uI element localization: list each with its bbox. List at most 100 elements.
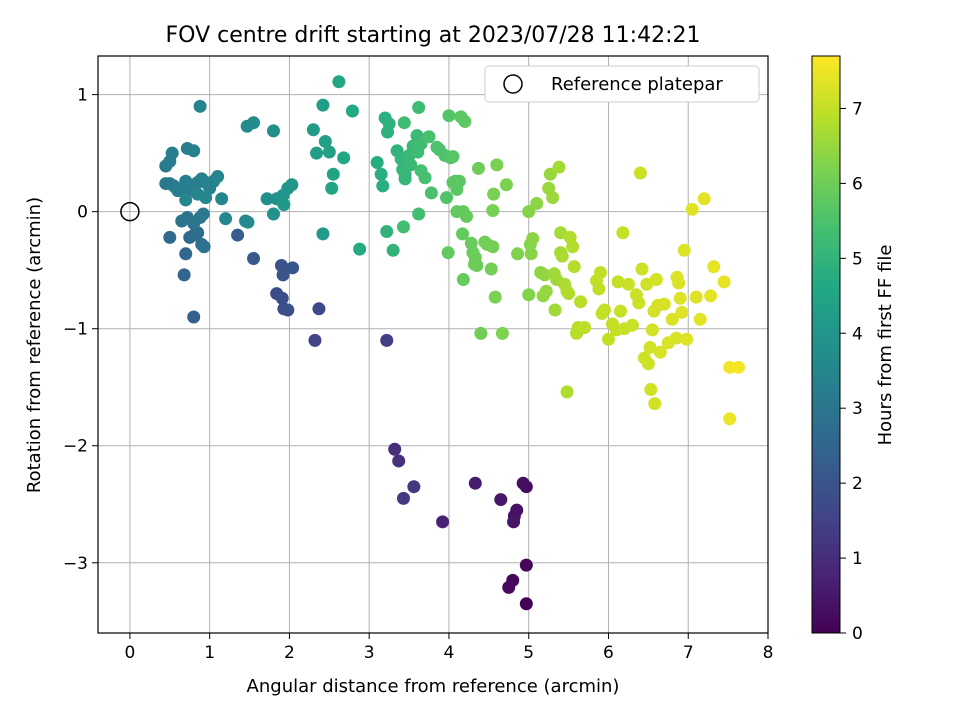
data-point [442,109,456,123]
data-point [456,273,470,287]
data-point [613,304,627,318]
data-point [669,331,683,345]
data-point [611,275,625,289]
data-point [199,191,213,205]
data-point [353,242,367,256]
data-point [460,209,473,223]
data-point [486,240,500,254]
data-point [266,124,280,138]
data-point [247,116,261,130]
data-point [179,247,193,261]
data-point [277,198,291,212]
data-point [560,385,574,399]
data-point [468,476,482,490]
data-point [471,161,485,175]
data-point [486,203,500,217]
data-point [247,251,261,265]
data-point [522,288,536,302]
data-point [276,268,290,282]
data-point [516,476,530,490]
data-point [337,151,351,165]
data-point [316,227,330,241]
data-point [163,230,177,244]
data-point [546,191,560,205]
data-point [418,171,432,185]
data-point [519,558,533,572]
legend-marker [503,74,523,94]
data-point [422,130,436,144]
data-point [673,291,687,305]
data-point [325,181,339,195]
data-point [495,326,509,340]
data-point [197,240,211,254]
data-point [374,167,388,181]
data-point [490,158,504,172]
data-point [487,187,501,201]
colorbar-ticks: 0 1 2 3 4 5 6 7 [840,99,863,644]
data-point [494,493,508,507]
data-point [731,360,745,374]
data-point [345,104,359,118]
data-point [632,296,646,310]
data-point [412,100,426,114]
data-point [680,332,694,346]
data-point [458,115,472,129]
data-point [502,580,516,594]
data-point [382,117,396,131]
data-point [177,268,191,282]
colorbar-tick-label: 3 [852,399,863,419]
x-tick-label: 3 [364,643,375,663]
data-point [386,243,400,257]
data-point [370,156,384,170]
data-point [441,246,455,260]
data-point [594,266,607,280]
colorbar-tick-label: 1 [852,549,863,569]
data-points [159,75,745,611]
data-point [219,212,233,226]
data-point [597,303,611,317]
data-point [436,515,450,529]
data-point [241,215,255,229]
data-point [511,247,525,261]
data-point [539,284,553,298]
y-tick-label: −3 [63,554,88,574]
data-point [424,186,438,200]
colorbar-tick-label: 5 [852,249,863,269]
data-point [306,123,320,137]
data-point [625,318,639,332]
x-tick-label: 0 [124,643,135,663]
data-point [653,345,667,359]
data-point [193,99,207,113]
data-point [467,257,481,271]
data-point [649,273,663,287]
data-point [231,228,245,242]
data-point [392,454,406,468]
colorbar-label: Hours from first FF file [875,245,896,446]
data-point [215,192,229,206]
data-point [275,291,289,305]
y-axis-label: Rotation from reference (arcmin) [24,197,45,493]
colorbar-tick-label: 7 [852,99,863,119]
x-tick-label: 1 [204,643,215,663]
data-point [538,268,552,282]
colorbar-tick-label: 0 [852,624,863,644]
data-point [281,303,295,317]
data-point [308,333,322,347]
data-point [380,225,394,239]
data-point [396,220,410,234]
data-point [376,179,390,193]
data-point [519,597,533,611]
data-point [380,333,394,347]
data-point [675,305,689,319]
legend: Reference platepar [484,65,760,103]
data-point [524,247,538,261]
data-point [397,116,411,130]
y-tick-label: 1 [77,86,88,106]
data-point [723,412,737,426]
data-point [578,321,592,335]
data-point [266,207,280,221]
data-point [693,312,707,326]
data-point [316,98,330,112]
data-point [592,282,606,296]
